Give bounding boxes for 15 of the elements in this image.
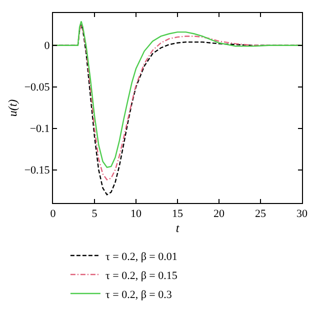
y-tick-label: −0.15 (24, 164, 50, 177)
x-tick-label: 5 (92, 208, 98, 220)
y-tick-label: −0.1 (30, 123, 50, 136)
legend-label: τ = 0.2, β = 0.15 (105, 270, 178, 282)
x-tick-label: 15 (172, 208, 184, 220)
x-axis-title: t (176, 221, 180, 236)
y-tick-label: −0.05 (24, 82, 50, 94)
x-tick-label: 20 (214, 208, 225, 220)
legend-label: τ = 0.2, β = 0.3 (105, 288, 172, 301)
legend-label: τ = 0.2, β = 0.01 (105, 250, 178, 263)
x-tick-label: 10 (130, 208, 142, 220)
x-tick-label: 25 (255, 208, 266, 220)
x-tick-label: 30 (296, 208, 308, 220)
y-axis-title: u(t) (6, 99, 20, 117)
y-tick-label: 0 (44, 40, 50, 52)
